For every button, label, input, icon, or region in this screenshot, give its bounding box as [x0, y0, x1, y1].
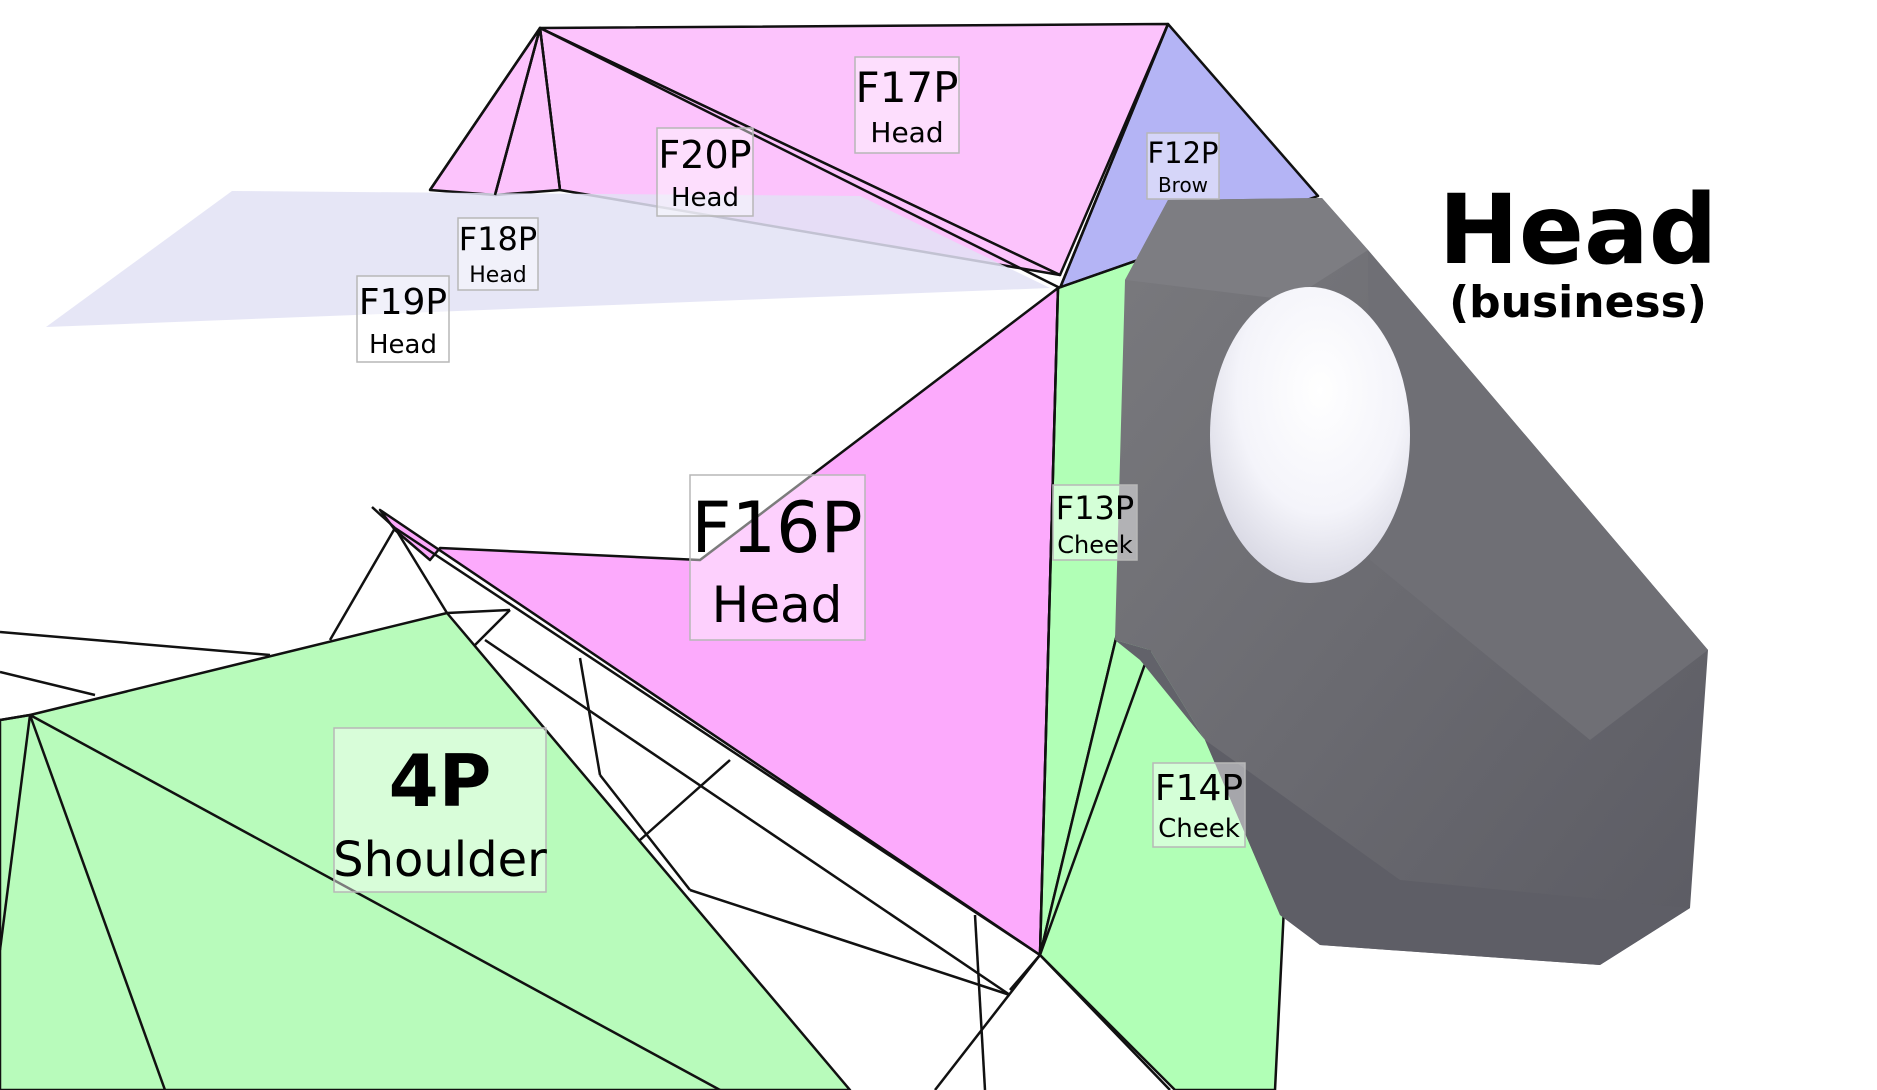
- label-4p: 4P Shoulder: [333, 727, 547, 893]
- pattern-faces: [0, 22, 1320, 1090]
- head-business-piece: [1115, 198, 1708, 965]
- label-f18p: F18P Head: [457, 217, 539, 291]
- label-f20p-part: Head: [671, 183, 739, 213]
- label-f16p: F16P Head: [689, 474, 866, 641]
- label-f12p-code: F12P: [1147, 136, 1218, 170]
- label-f18p-code: F18P: [459, 220, 537, 258]
- mesh-edges: [0, 23, 1179, 1090]
- label-f14p: F14P Cheek: [1152, 762, 1246, 848]
- label-f19p-part: Head: [369, 330, 437, 360]
- label-f19p: F19P Head: [356, 275, 450, 363]
- piece-labels: F17P Head F12P Brow F20P Head F18P Head …: [333, 56, 1246, 893]
- label-f17p: F17P Head: [854, 56, 960, 154]
- label-f13p-part: Cheek: [1057, 531, 1133, 559]
- label-f16p-part: Head: [712, 576, 843, 634]
- label-f14p-code: F14P: [1155, 768, 1243, 809]
- label-f17p-part: Head: [870, 116, 943, 149]
- label-f13p-code: F13P: [1056, 489, 1134, 527]
- title-sub: (business): [1449, 277, 1707, 328]
- label-f12p: F12P Brow: [1146, 132, 1220, 200]
- label-f18p-part: Head: [469, 263, 527, 288]
- label-4p-code: 4P: [389, 739, 492, 823]
- label-f16p-code: F16P: [691, 487, 863, 569]
- label-f12p-part: Brow: [1158, 173, 1208, 197]
- label-f17p-code: F17P: [856, 63, 959, 112]
- title-main: Head: [1439, 174, 1718, 286]
- label-f13p: F13P Cheek: [1052, 484, 1138, 561]
- label-4p-part: Shoulder: [333, 832, 547, 888]
- label-f14p-part: Cheek: [1158, 814, 1240, 844]
- eye-hole: [1210, 287, 1410, 583]
- ghost-plane: [46, 191, 1050, 327]
- label-f20p-code: F20P: [658, 133, 751, 177]
- label-f19p-code: F19P: [359, 282, 447, 323]
- label-f20p: F20P Head: [656, 127, 754, 217]
